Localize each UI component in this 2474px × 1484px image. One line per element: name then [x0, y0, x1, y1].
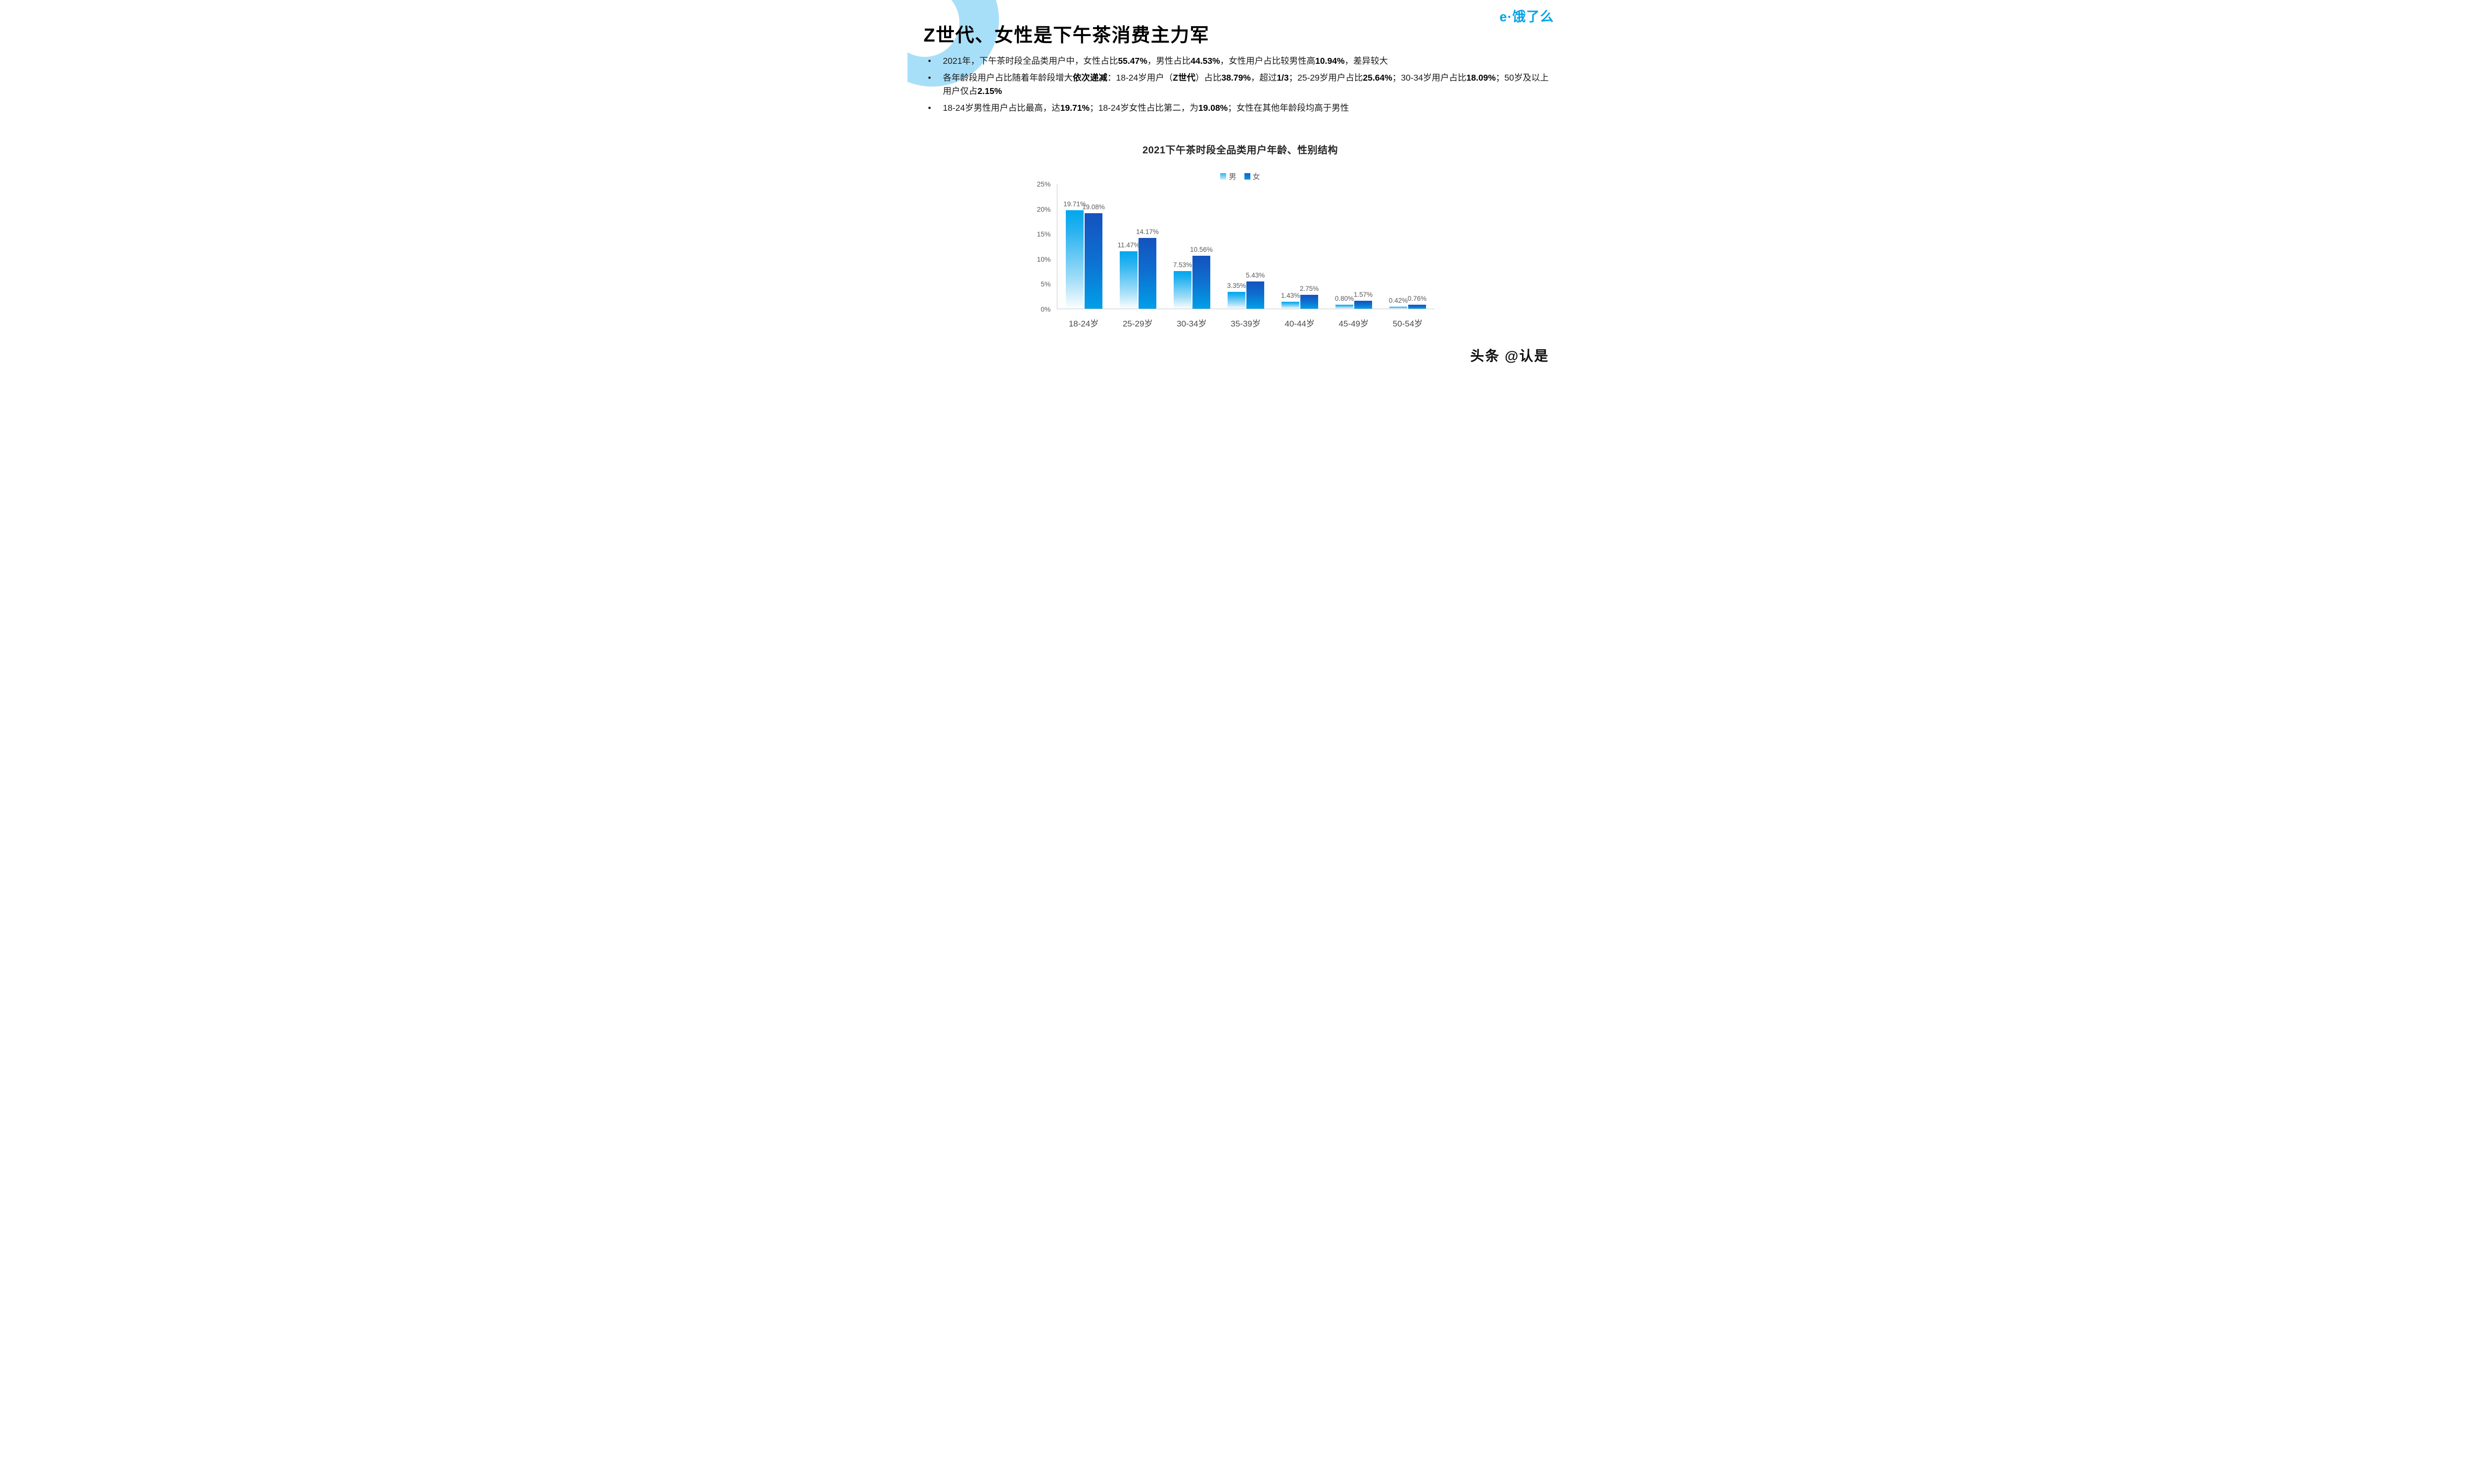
bar-女-50-54岁: [1408, 305, 1426, 309]
bar-男-30-34岁: [1174, 271, 1191, 309]
page-title: Z世代、女性是下午茶消费主力军: [923, 25, 1210, 46]
value-label-女-40-44岁: 2.75%: [1299, 285, 1319, 293]
value-label-男-25-29岁: 11.47%: [1117, 241, 1140, 249]
y-tick-label: 15%: [1037, 230, 1051, 238]
y-tick-label: 0%: [1041, 305, 1051, 313]
x-tick-label: 30-34岁: [1177, 319, 1207, 328]
bar-男-25-29岁: [1120, 251, 1138, 309]
x-tick-label: 40-44岁: [1285, 319, 1315, 328]
y-tick-label: 5%: [1041, 280, 1051, 288]
value-label-女-18-24岁: 19.08%: [1082, 203, 1105, 211]
bar-group-30-34岁: 7.53% 10.56%: [1165, 184, 1219, 309]
value-label-女-35-39岁: 5.43%: [1245, 272, 1265, 279]
bar-女-25-29岁: [1139, 237, 1156, 309]
bar-group-35-39岁: 3.35% 5.43%: [1219, 184, 1273, 309]
bullet-item: 2021年，下午茶时段全品类用户中，女性占比55.47%，男性占比44.53%，…: [925, 54, 1550, 68]
bullet-item: 18-24岁男性用户占比最高，达19.71%；18-24岁女性占比第二，为19.…: [925, 101, 1550, 115]
bar-男-18-24岁: [1066, 210, 1084, 309]
bullet-item: 各年龄段用户占比随着年龄段增大依次递减：18-24岁用户（Z世代）占比38.79…: [925, 71, 1550, 98]
x-tick-label: 18-24岁: [1068, 319, 1099, 328]
bar-group-50-54岁: 0.42% 0.76%: [1381, 184, 1435, 309]
value-label-男-30-34岁: 7.53%: [1173, 261, 1192, 269]
bar-男-40-44岁: [1282, 301, 1299, 309]
legend-item-女: 女: [1244, 171, 1260, 182]
value-label-男-35-39岁: 3.35%: [1227, 282, 1246, 290]
bar-女-30-34岁: [1192, 256, 1210, 309]
value-label-男-45-49岁: 0.80%: [1334, 294, 1354, 302]
x-tick-label: 25-29岁: [1122, 319, 1153, 328]
plot-area: 19.71% 19.08% 11.47% 14.17% 7.53% 10.56% 3.35%…: [1056, 184, 1435, 309]
x-tick-label: 50-54岁: [1392, 319, 1423, 328]
y-axis: 25% 20% 15% 10% 5% 0%: [1020, 180, 1051, 313]
y-tick-label: 25%: [1037, 180, 1051, 188]
bar-女-45-49岁: [1354, 301, 1372, 309]
value-label-男-18-24岁: 19.71%: [1063, 200, 1086, 208]
bar-男-35-39岁: [1228, 292, 1245, 309]
legend-swatch-icon: [1220, 173, 1227, 180]
watermark: 头条 @认是: [1470, 348, 1549, 364]
legend-label: 男: [1229, 173, 1237, 181]
y-tick-label: 20%: [1037, 205, 1051, 213]
y-tick-label: 10%: [1037, 255, 1051, 263]
bullet-list: 2021年，下午茶时段全品类用户中，女性占比55.47%，男性占比44.53%，…: [925, 54, 1550, 118]
bar-男-45-49岁: [1335, 304, 1353, 309]
bar-group-40-44岁: 1.43% 2.75%: [1273, 184, 1327, 309]
bar-女-18-24岁: [1085, 213, 1102, 309]
x-tick-label: 45-49岁: [1338, 319, 1369, 328]
x-tick-label: 35-39岁: [1231, 319, 1261, 328]
legend-item-男: 男: [1220, 171, 1237, 182]
bar-女-40-44岁: [1300, 295, 1318, 309]
bar-男-50-54岁: [1389, 306, 1407, 309]
bar-group-25-29岁: 11.47% 14.17%: [1111, 184, 1165, 309]
x-axis-labels: 18-24岁 25-29岁 30-34岁 35-39岁 40-44岁 45-49岁 50-5…: [1057, 317, 1435, 329]
bar-女-35-39岁: [1246, 281, 1264, 309]
legend-label: 女: [1252, 173, 1260, 181]
value-label-女-45-49岁: 1.57%: [1353, 291, 1373, 299]
value-label-女-25-29岁: 14.17%: [1136, 228, 1159, 235]
value-label-女-30-34岁: 10.56%: [1190, 246, 1213, 254]
chart-title: 2021下午茶时段全品类用户年龄、性别结构: [1142, 145, 1338, 156]
value-label-女-50-54岁: 0.76%: [1407, 295, 1427, 303]
eleme-logo: e·饿了么: [1499, 9, 1554, 24]
slide: e·饿了么 Z世代、女性是下午茶消费主力军 2021年，下午茶时段全品类用户中，…: [907, 0, 1567, 371]
chart-legend: 男女: [1046, 171, 1435, 182]
bar-group-18-24岁: 19.71% 19.08%: [1057, 184, 1111, 309]
bar-group-45-49岁: 0.80% 1.57%: [1327, 184, 1381, 309]
value-label-男-40-44岁: 1.43%: [1281, 291, 1300, 299]
legend-swatch-icon: [1244, 173, 1250, 180]
value-label-男-50-54岁: 0.42%: [1388, 296, 1408, 304]
